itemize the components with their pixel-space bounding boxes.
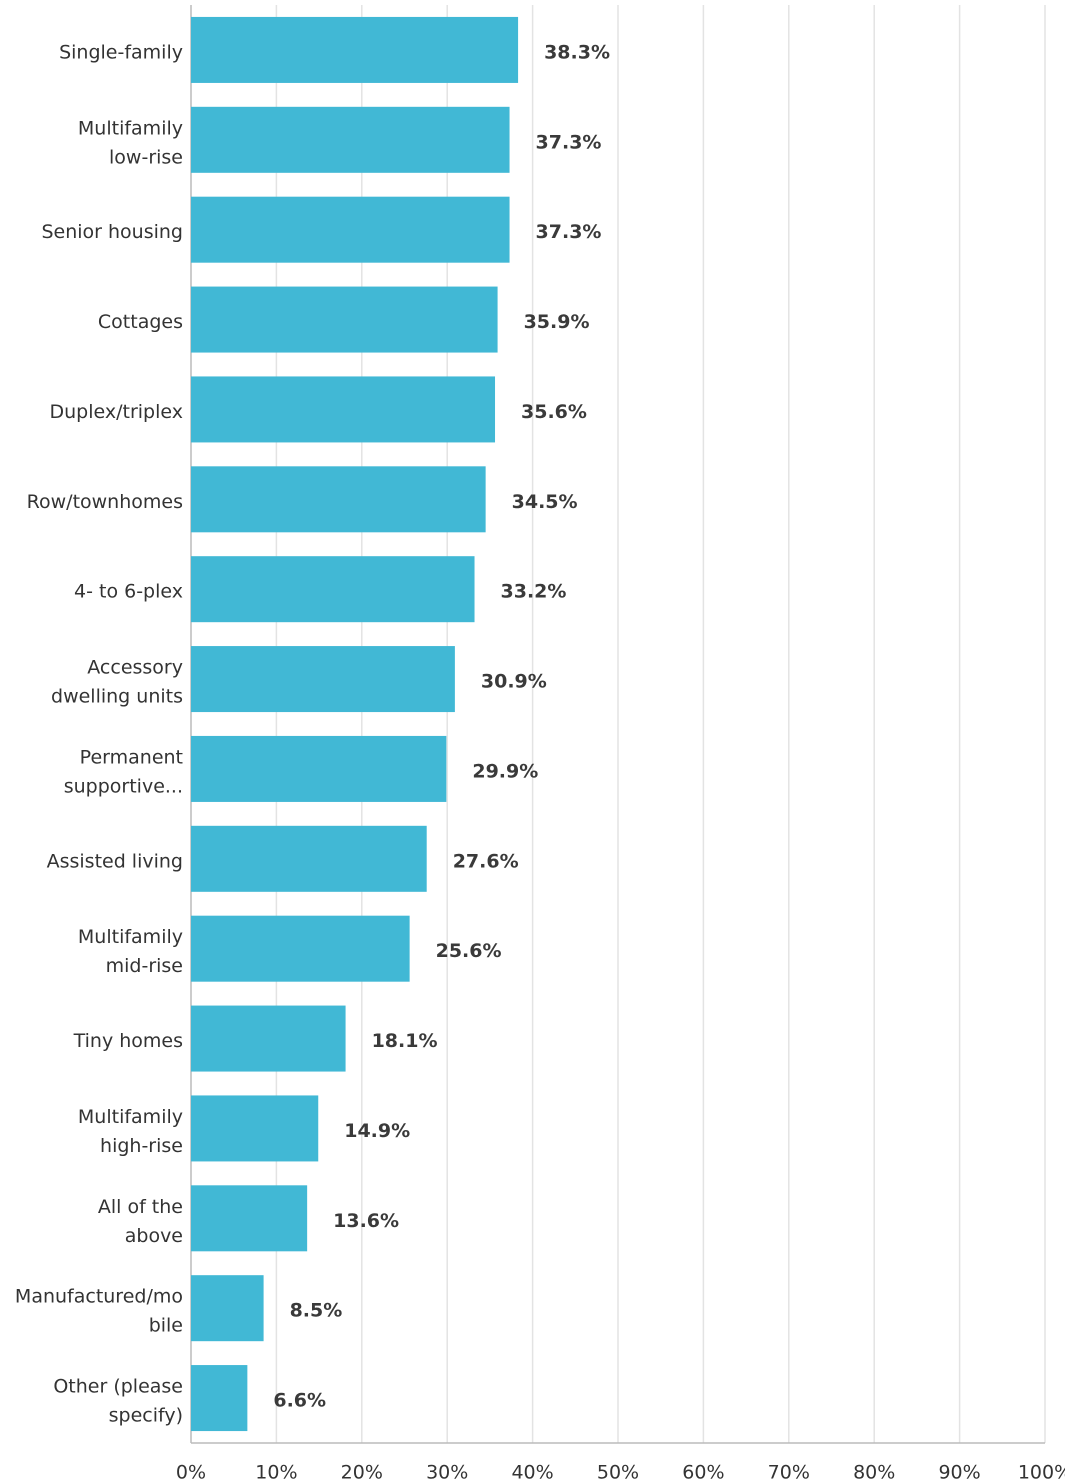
x-tick-label: 70% [768, 1462, 810, 1483]
value-label: 37.3% [536, 221, 602, 243]
bar [191, 825, 427, 892]
y-tick-label: Duplex/triplex [50, 401, 184, 423]
bar [191, 1005, 346, 1072]
value-label: 35.9% [524, 311, 590, 333]
y-tick-label: All of the above [98, 1195, 183, 1246]
y-tick-label: Assisted living [47, 850, 183, 872]
x-tick-label: 50% [597, 1462, 639, 1483]
value-label: 34.5% [512, 491, 578, 513]
y-tick-label: Cottages [98, 311, 183, 333]
bar [191, 735, 447, 802]
bar [191, 556, 475, 623]
y-tick-label: Row/townhomes [27, 491, 183, 513]
bar [191, 1275, 264, 1342]
y-tick-label: Multifamily high-rise [78, 1105, 183, 1156]
value-label: 27.6% [453, 850, 519, 872]
y-tick-label: 4- to 6-plex [74, 581, 183, 603]
bar [191, 106, 510, 173]
value-label: 18.1% [372, 1030, 438, 1052]
bar [191, 1365, 248, 1432]
value-label: 35.6% [521, 401, 587, 423]
value-label: 8.5% [290, 1300, 343, 1322]
x-tick-label: 30% [426, 1462, 468, 1483]
x-tick-label: 0% [176, 1462, 206, 1483]
y-tick-label: Senior housing [41, 221, 183, 243]
y-tick-label: Permanent supportive... [64, 746, 183, 797]
value-label: 37.3% [536, 131, 602, 153]
bar [191, 16, 519, 83]
bar [191, 376, 496, 443]
bar [191, 1095, 319, 1162]
value-label: 33.2% [501, 581, 567, 603]
value-label: 14.9% [344, 1120, 410, 1142]
x-tick-label: 60% [682, 1462, 724, 1483]
bar [191, 1185, 308, 1252]
y-tick-label: Multifamily low-rise [78, 117, 183, 168]
value-label: 30.9% [481, 671, 547, 693]
value-label: 13.6% [333, 1210, 399, 1232]
value-label: 29.9% [472, 760, 538, 782]
y-tick-label: Other (please specify) [53, 1375, 183, 1426]
bar [191, 286, 498, 353]
x-tick-label: 90% [938, 1462, 980, 1483]
bar [191, 466, 486, 533]
x-tick-label: 80% [853, 1462, 895, 1483]
bar [191, 915, 410, 982]
value-label: 25.6% [436, 940, 502, 962]
x-tick-label: 100% [1018, 1462, 1065, 1483]
y-tick-label: Tiny homes [73, 1030, 183, 1052]
y-tick-label: Manufactured/mo bile [15, 1285, 183, 1336]
x-tick-label: 40% [511, 1462, 553, 1483]
bar [191, 196, 510, 263]
y-tick-label: Single-family [59, 41, 183, 63]
y-tick-label: Accessory dwelling units [51, 656, 183, 707]
x-tick-label: 10% [255, 1462, 297, 1483]
bar [191, 646, 455, 713]
value-label: 6.6% [273, 1390, 326, 1412]
value-label: 38.3% [544, 41, 610, 63]
x-tick-label: 20% [341, 1462, 383, 1483]
y-tick-label: Multifamily mid-rise [78, 926, 183, 977]
